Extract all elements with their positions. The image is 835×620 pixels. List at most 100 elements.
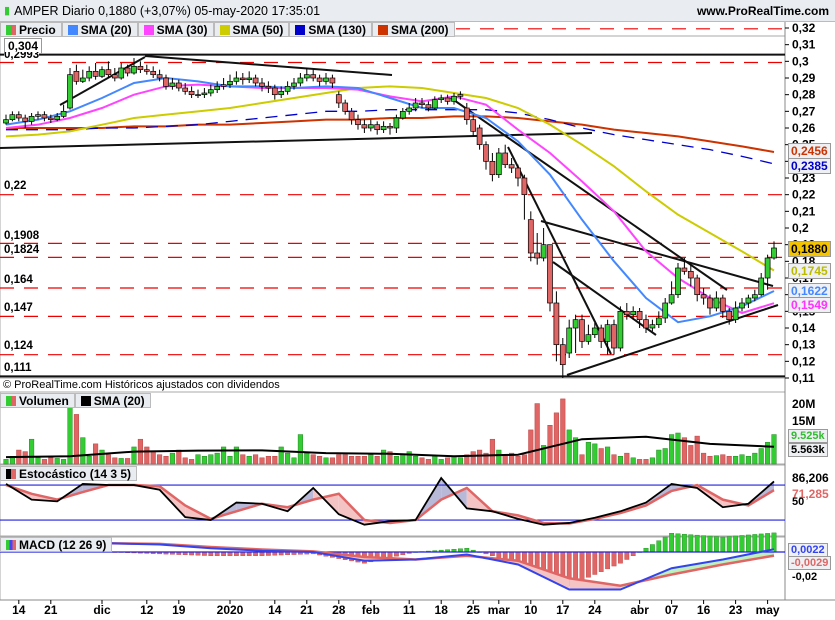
volume-bar bbox=[707, 456, 713, 465]
volume-bar bbox=[528, 429, 534, 465]
macd-histogram-bar bbox=[618, 551, 623, 564]
legend-sma200[interactable]: SMA (200) bbox=[371, 22, 455, 37]
date-tick-label: 18 bbox=[435, 603, 449, 617]
candle-down bbox=[92, 70, 99, 77]
candle-up bbox=[278, 90, 285, 96]
candle-down bbox=[188, 90, 195, 96]
candle-up bbox=[99, 69, 105, 77]
candle-up bbox=[380, 125, 387, 131]
chart-title: AMPER Diario 0,1880 (+3,07%) 05-may-2020… bbox=[14, 3, 321, 18]
date-tick-label: 25 bbox=[467, 603, 481, 617]
macd-line bbox=[6, 542, 775, 591]
sma30-line bbox=[5, 83, 775, 315]
candle-down bbox=[419, 102, 425, 106]
volume-bar bbox=[163, 456, 169, 465]
macd-last: 0,0022 bbox=[788, 543, 828, 557]
legend-macd[interactable]: MACD (12 26 9) bbox=[0, 537, 113, 552]
legend-label: Precio bbox=[19, 22, 56, 37]
volume-sma-swatch bbox=[80, 395, 91, 406]
site-link[interactable]: www.ProRealTime.com bbox=[696, 3, 829, 18]
level-label: 0,124 bbox=[4, 340, 33, 352]
trendline bbox=[540, 220, 774, 287]
legend-volume[interactable]: Volumen bbox=[0, 393, 75, 408]
legend-sma20[interactable]: SMA (20) bbox=[61, 22, 138, 37]
volume-bar bbox=[381, 449, 387, 465]
candle-up bbox=[367, 124, 374, 129]
macd-histogram-bar bbox=[688, 534, 694, 553]
volume-bar bbox=[182, 457, 188, 465]
volume-bar bbox=[758, 448, 764, 465]
sma50-swatch bbox=[219, 24, 230, 35]
volume-bar bbox=[48, 457, 54, 465]
volume-bar bbox=[86, 456, 92, 465]
volume-bar bbox=[675, 432, 681, 465]
legend-stochastic[interactable]: Estocástico (14 3 5) bbox=[0, 466, 138, 481]
candle-up bbox=[438, 97, 445, 101]
level-label: 0,22 bbox=[4, 180, 27, 192]
volume-bar bbox=[745, 456, 751, 465]
candle-up bbox=[630, 310, 637, 316]
legend-sma50[interactable]: SMA (50) bbox=[213, 22, 290, 37]
candle-up bbox=[604, 324, 611, 342]
legend-label: Estocástico (14 3 5) bbox=[19, 466, 132, 481]
candle-up bbox=[28, 115, 35, 122]
macd-histogram-bar bbox=[694, 534, 700, 553]
macd-histogram-bar bbox=[746, 534, 751, 553]
candle-up bbox=[451, 95, 457, 102]
macd-histogram-bar bbox=[656, 540, 662, 553]
volume-bar bbox=[611, 454, 617, 465]
price-tick-label: 0,27 bbox=[792, 104, 816, 118]
price-tick-label: 0,2 bbox=[792, 221, 809, 235]
legend-price[interactable]: Precio bbox=[0, 22, 62, 37]
date-tick-label: 2020 bbox=[217, 603, 244, 617]
candle-up bbox=[457, 94, 464, 97]
candle-down bbox=[515, 167, 521, 179]
trendline bbox=[566, 304, 779, 376]
volume-bar bbox=[278, 446, 284, 465]
volume-bar bbox=[400, 454, 406, 465]
macd-histogram-bar bbox=[662, 536, 668, 553]
volume-bar bbox=[771, 434, 777, 465]
volume-bar bbox=[214, 452, 220, 465]
candle-up bbox=[86, 70, 93, 79]
price-tick-label: 0,26 bbox=[792, 121, 816, 135]
price-tick-label: 0,11 bbox=[792, 371, 815, 385]
volume-bar bbox=[336, 454, 342, 465]
trendlines bbox=[0, 55, 779, 376]
candle-up bbox=[297, 77, 304, 84]
volume-bar bbox=[80, 437, 86, 465]
price-legend: Precio SMA (20) SMA (30) SMA (50) SMA (1… bbox=[0, 22, 455, 37]
price-swatch bbox=[6, 24, 16, 35]
price-tick-label: 0,28 bbox=[792, 88, 816, 102]
macd-histogram-bar bbox=[394, 551, 399, 557]
sma200-value: 0,2456 bbox=[788, 143, 831, 159]
candle-up bbox=[675, 267, 681, 296]
legend-label: SMA (30) bbox=[156, 22, 208, 37]
legend-sma130[interactable]: SMA (130) bbox=[289, 22, 372, 37]
candle-up bbox=[284, 85, 291, 92]
candle-up bbox=[566, 327, 573, 354]
candle-down bbox=[143, 69, 150, 72]
macd-histogram-bar bbox=[611, 551, 617, 567]
macd-histogram-bar bbox=[624, 551, 630, 560]
legend-volume-sma[interactable]: SMA (20) bbox=[74, 393, 151, 408]
candle-up bbox=[399, 110, 406, 119]
candle-up bbox=[771, 247, 777, 259]
candle-up bbox=[3, 119, 9, 124]
price-tick-label: 0,21 bbox=[792, 204, 816, 218]
candle-up bbox=[169, 82, 176, 87]
sma200-swatch bbox=[377, 24, 388, 35]
volume-bar bbox=[566, 429, 572, 465]
macd-histogram-bar bbox=[579, 551, 585, 581]
candle-down bbox=[470, 119, 477, 132]
volume-sma-line bbox=[5, 435, 775, 459]
candle-down bbox=[719, 297, 726, 312]
candle-down bbox=[643, 319, 649, 329]
macd-histogram-bar bbox=[720, 536, 726, 553]
title-bar: ▮ AMPER Diario 0,1880 (+3,07%) 05-may-20… bbox=[0, 0, 835, 22]
volume-axis-label: 20M bbox=[792, 397, 816, 411]
date-tick-label: may bbox=[756, 603, 780, 617]
legend-sma30[interactable]: SMA (30) bbox=[137, 22, 214, 37]
legend-label: Volumen bbox=[19, 393, 69, 408]
